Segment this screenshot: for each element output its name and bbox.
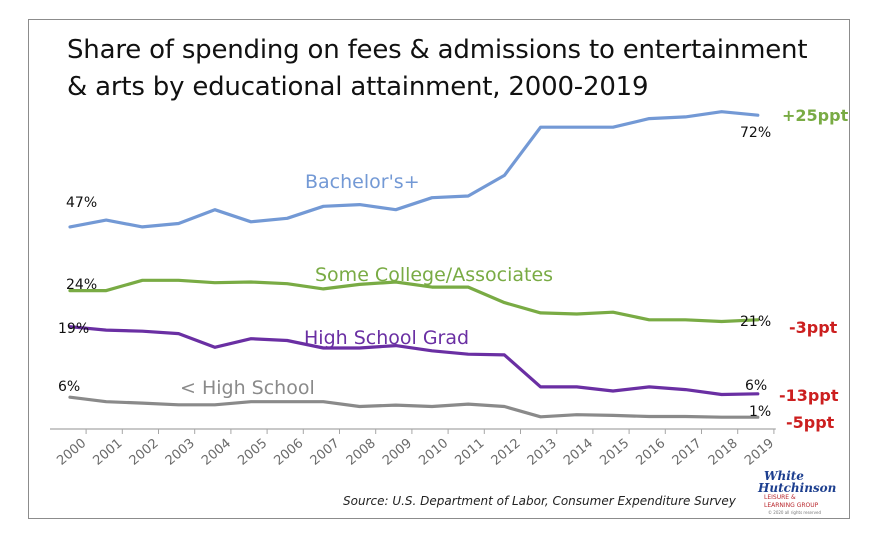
x-tick-label-2015: 2015 — [597, 436, 632, 469]
series-name-labels: Bachelor's+ Some College/Associates High S… — [180, 171, 553, 399]
x-tick-label-2013: 2013 — [525, 436, 560, 469]
x-tick-label-2006: 2006 — [271, 436, 306, 469]
end-label-some-college-associates: 21% — [740, 314, 771, 330]
x-tick-label-2019: 2019 — [742, 436, 777, 469]
chart-title-line-1: Share of spending on fees & admissions t… — [67, 35, 808, 65]
x-tick-label-2010: 2010 — [416, 436, 451, 469]
start-label-high-school-grad: 19% — [58, 321, 89, 337]
x-tick-label-2011: 2011 — [452, 436, 487, 469]
brand-logo: White Hutchinson LEISURE & LEARNING GROU… — [758, 469, 837, 515]
logo-line-2: Hutchinson — [758, 481, 837, 495]
series-lines — [68, 110, 760, 419]
x-tick-label-2003: 2003 — [163, 436, 198, 469]
x-tick-label-2017: 2017 — [670, 436, 705, 469]
chart-frame — [28, 19, 850, 519]
series-name-bachelor-s: Bachelor's+ — [305, 171, 420, 193]
x-axis-ticks — [85, 429, 775, 434]
source-note: Source: U.S. Department of Labor, Consum… — [343, 494, 736, 508]
series-line-high-school-grad — [68, 325, 760, 397]
x-tick-label-2002: 2002 — [127, 436, 162, 469]
end-label-high-school: 1% — [749, 404, 771, 420]
logo-line-1: White — [764, 469, 804, 483]
x-tick-label-2005: 2005 — [235, 436, 270, 469]
x-tick-label-2018: 2018 — [706, 436, 741, 469]
start-label-some-college-associates: 24% — [66, 277, 97, 293]
x-tick-label-2001: 2001 — [90, 436, 125, 469]
logo-line-4: © 2020 all rights reserved — [768, 510, 821, 515]
x-tick-label-2007: 2007 — [308, 436, 343, 469]
data-labels: 47% 72% 24% 21% 19% 6% 6% 1% — [58, 125, 771, 420]
change-label-high-school: -5ppt — [786, 413, 835, 432]
change-label-high-school-grad: -13ppt — [779, 386, 839, 405]
x-tick-label-2008: 2008 — [344, 436, 379, 469]
x-tick-label-2000: 2000 — [54, 436, 89, 469]
x-tick-label-2012: 2012 — [489, 436, 524, 469]
start-label-high-school: 6% — [58, 379, 80, 395]
change-label-some-college-associates: -3ppt — [789, 318, 838, 337]
x-tick-label-2009: 2009 — [380, 436, 415, 469]
series-name-high-school: < High School — [180, 377, 315, 399]
logo-line-3: LEISURE & LEARNING GROUP — [764, 494, 819, 509]
change-label-bachelor-s: +25ppt — [782, 106, 849, 125]
end-label-high-school-grad: 6% — [745, 378, 767, 394]
x-tick-labels: 2000 2001 2002 2003 2004 2005 2006 2007 2008 2009… — [54, 436, 777, 469]
change-labels: +25ppt -3ppt -13ppt -5ppt — [779, 106, 849, 432]
series-line-bachelor-s — [68, 110, 760, 229]
x-tick-label-2014: 2014 — [561, 436, 596, 469]
start-label-bachelor-s: 47% — [66, 195, 97, 211]
series-line-some-college-associates — [68, 278, 760, 324]
series-name-some-college-associates: Some College/Associates — [315, 264, 553, 286]
x-tick-label-2004: 2004 — [199, 436, 234, 469]
series-line-high-school — [68, 395, 760, 419]
x-tick-label-2016: 2016 — [633, 436, 668, 469]
end-label-bachelor-s: 72% — [740, 125, 771, 141]
chart-title: Share of spending on fees & admissions t… — [67, 32, 827, 106]
series-name-high-school-grad: High School Grad — [304, 327, 469, 349]
chart-title-line-2: & arts by educational attainment, 2000-2… — [67, 72, 649, 102]
